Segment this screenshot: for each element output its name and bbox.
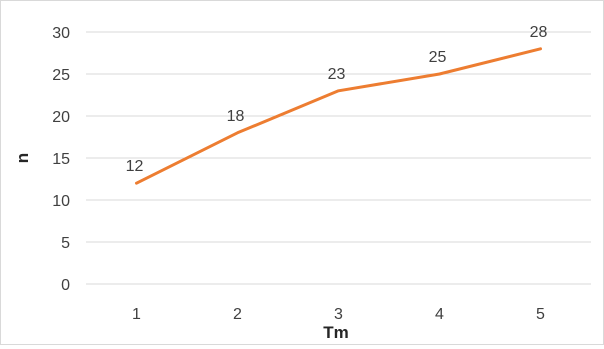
x-tick-label: 3 xyxy=(334,306,343,323)
y-tick-label: 15 xyxy=(52,151,70,168)
series-line xyxy=(135,47,542,185)
x-tick-label: 4 xyxy=(435,306,444,323)
x-tick-label: 2 xyxy=(233,306,242,323)
x-tick-label: 5 xyxy=(536,306,545,323)
y-tick-label: 5 xyxy=(61,235,70,252)
gridlines xyxy=(86,31,591,285)
data-label: 12 xyxy=(126,158,144,175)
data-label: 23 xyxy=(328,66,346,83)
y-tick-label: 20 xyxy=(52,109,70,126)
y-axis-title: n xyxy=(13,153,32,163)
data-label: 18 xyxy=(227,108,245,125)
data-labels: 12 18 23 25 28 xyxy=(126,24,548,175)
data-label: 25 xyxy=(429,49,447,66)
x-axis-tick-labels: 1 2 3 4 5 xyxy=(132,306,545,323)
y-tick-label: 25 xyxy=(52,67,70,84)
data-label: 28 xyxy=(530,24,548,41)
x-tick-label: 1 xyxy=(132,306,141,323)
y-axis-tick-labels: 0 5 10 15 20 25 30 xyxy=(52,25,70,294)
y-tick-label: 10 xyxy=(52,193,70,210)
series-line-group xyxy=(135,47,542,185)
x-axis-title: Tm xyxy=(323,323,349,342)
y-tick-label: 0 xyxy=(61,277,70,294)
y-tick-label: 30 xyxy=(52,25,70,42)
